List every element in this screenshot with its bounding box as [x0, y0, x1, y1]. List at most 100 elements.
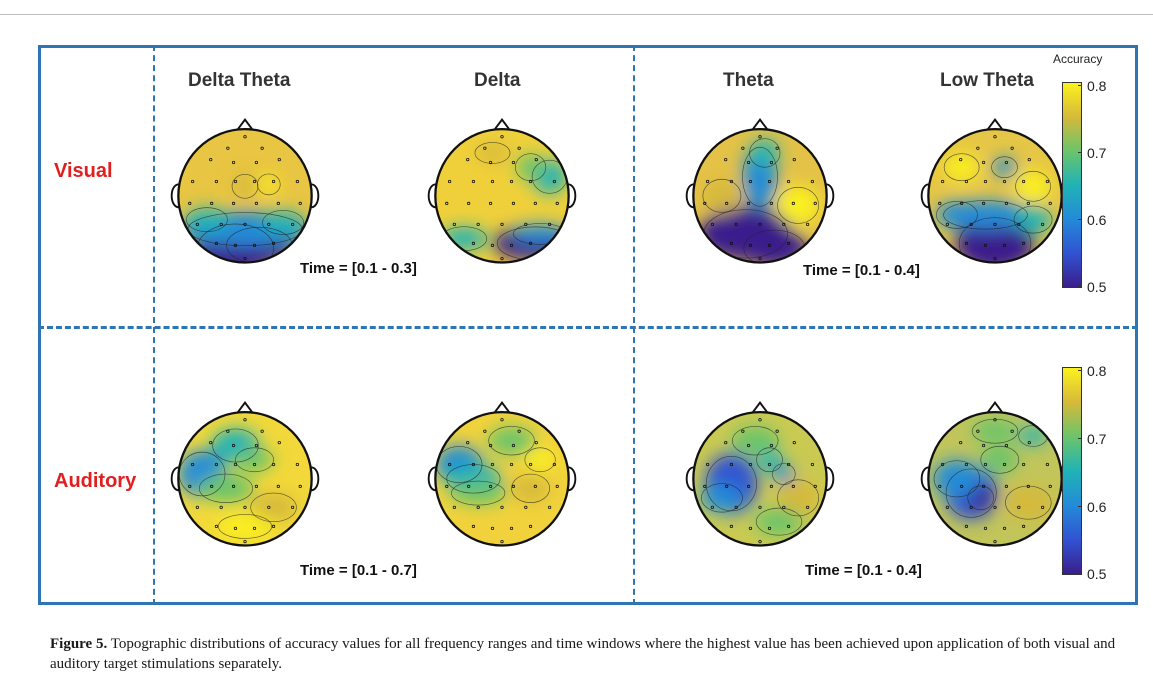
colorbar-visual-tick-mark [1078, 219, 1082, 220]
contour-line [235, 447, 274, 473]
accuracy-region [935, 201, 978, 229]
time-window-divider [633, 45, 635, 605]
electrode-marker [219, 505, 223, 510]
electrode-marker [488, 160, 493, 165]
electrode-marker [511, 201, 516, 206]
contour-line [262, 210, 305, 235]
accuracy-region [1015, 171, 1051, 202]
electrode-marker [231, 160, 236, 165]
electrode-marker [226, 146, 230, 150]
electrode-marker [1002, 243, 1007, 247]
colorbar-auditory-tick-mark [1078, 573, 1082, 574]
accuracy-region [249, 493, 298, 522]
electrode-marker [775, 146, 779, 150]
condition-divider [38, 326, 1138, 329]
colorbar-title: Accuracy [1053, 52, 1103, 66]
electrode-marker [534, 441, 538, 445]
electrode-marker [214, 179, 219, 184]
accuracy-region [233, 174, 257, 198]
accuracy-region [980, 446, 1019, 474]
accuracy-region [487, 426, 536, 455]
electrode-marker [195, 222, 200, 227]
electrode-marker [488, 443, 493, 448]
electrode-marker [243, 540, 247, 544]
figure-caption: Figure 5. Topographic distributions of a… [50, 634, 1130, 674]
contour-line [511, 473, 550, 503]
electrode-marker [706, 179, 710, 184]
electrode-marker [226, 429, 230, 433]
electrode-marker [476, 505, 480, 510]
electrode-marker [298, 201, 302, 206]
electrode-marker [555, 484, 559, 489]
colorbar-auditory-tick: 0.8 [1087, 363, 1107, 379]
electrode-marker [758, 257, 762, 261]
head-outline [927, 128, 1063, 264]
row-label-auditory: Auditory [54, 470, 137, 492]
electrode-marker [552, 179, 557, 184]
contour-line [749, 138, 781, 168]
contour-line [446, 464, 501, 494]
electrode-marker [1021, 524, 1026, 529]
electrode-marker [746, 201, 751, 206]
electrode-marker [291, 505, 295, 510]
electrode-marker [941, 179, 945, 184]
accuracy-region [777, 186, 820, 225]
contour-line [218, 514, 272, 539]
electrode-marker [231, 443, 236, 448]
figure-caption-text: Topographic distributions of accuracy va… [50, 636, 1116, 672]
accuracy-region [933, 459, 981, 498]
electrode-marker [741, 429, 745, 433]
electrode-marker [964, 462, 969, 467]
contour-line [474, 142, 511, 164]
electrode-marker [993, 505, 997, 510]
electrode-marker [969, 222, 973, 227]
accuracy-region [511, 474, 550, 503]
electrode-marker [758, 540, 762, 544]
time-window-auditory-right: Time = [0.1 - 0.4] [805, 562, 922, 579]
electrode-marker [741, 146, 745, 150]
electrode-marker [490, 243, 495, 247]
head-outline [692, 128, 828, 264]
electrode-marker [511, 443, 516, 448]
electrode-marker [964, 524, 969, 529]
electrode-marker [813, 201, 817, 206]
electrode-marker [210, 484, 214, 489]
electrode-marker [1010, 146, 1014, 150]
electrode-marker [983, 462, 988, 467]
electrode-marker [276, 201, 280, 206]
electrode-marker [260, 429, 264, 433]
page-top-rule [0, 14, 1153, 15]
accuracy-region [235, 448, 274, 472]
electrode-marker [500, 257, 504, 261]
colorbar-visual-tick-mark [1078, 152, 1082, 153]
electrode-marker [1026, 201, 1030, 206]
electrode-marker [191, 179, 195, 184]
contour-line [971, 418, 1019, 444]
electrode-marker [791, 201, 795, 206]
electrode-marker [517, 429, 521, 433]
electrode-marker [233, 526, 238, 530]
colorbar-visual-tick: 0.6 [1087, 212, 1107, 228]
electrode-marker [993, 135, 997, 139]
electrode-marker [214, 524, 219, 529]
contour-line [451, 480, 506, 506]
electrode-marker [993, 418, 997, 422]
contour-line [186, 207, 228, 232]
electrode-marker [786, 524, 791, 529]
colorbar-auditory-tick: 0.6 [1087, 499, 1107, 515]
electrode-marker [448, 179, 452, 184]
accuracy-region [700, 483, 743, 513]
accuracy-region [216, 515, 274, 538]
electrode-marker [231, 201, 236, 206]
electrode-marker [271, 524, 276, 529]
electrode-marker [534, 158, 538, 162]
electrode-marker [748, 179, 753, 184]
electrode-marker [767, 179, 772, 184]
electrode-marker [976, 146, 980, 150]
accuracy-region [944, 153, 979, 181]
electrode-marker [1026, 484, 1030, 489]
electrode-marker [233, 462, 238, 467]
accuracy-region [993, 157, 1016, 177]
electrode-marker [260, 146, 264, 150]
electrode-marker [729, 524, 734, 529]
